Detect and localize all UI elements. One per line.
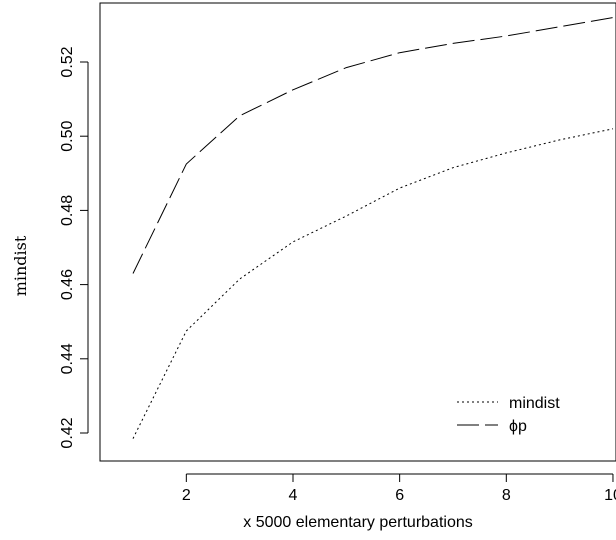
y-axis-title: mindist [11, 235, 30, 296]
x-tick-label: 4 [289, 487, 298, 504]
x-tick-label: 10 [604, 487, 616, 504]
x-tick-label: 2 [182, 487, 191, 504]
y-axis: 0.42 0.44 0.46 0.48 0.50 0.52 [59, 46, 89, 449]
y-tick-label: 0.52 [59, 46, 76, 77]
y-tick-label: 0.48 [59, 195, 76, 226]
plot-frame [99, 2, 616, 462]
series-line-phi-p [132, 17, 614, 274]
y-tick-label: 0.46 [59, 269, 76, 300]
legend-label-mindist: mindist [509, 395, 560, 412]
x-axis: 2 4 6 8 10 [182, 473, 616, 504]
x-tick-label: 8 [502, 487, 511, 504]
y-tick-label: 0.44 [59, 343, 76, 374]
y-tick-label: 0.50 [59, 121, 76, 152]
series-line-mindist [132, 128, 614, 439]
series-layer [132, 17, 614, 439]
x-axis-title: x 5000 elementary perturbations [243, 514, 472, 531]
x-tick-label: 6 [395, 487, 404, 504]
y-tick-label: 0.42 [59, 417, 76, 448]
legend: mindist ϕp [457, 395, 560, 435]
legend-label-phi-p: ϕp [509, 418, 527, 435]
